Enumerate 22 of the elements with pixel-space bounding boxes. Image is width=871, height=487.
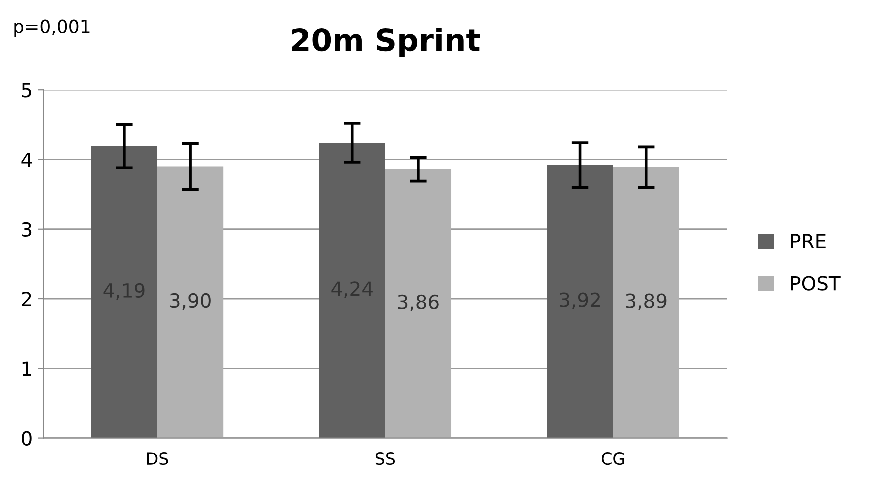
data-label: 3,90 (170, 293, 211, 310)
x-tick-label: CG (602, 452, 624, 466)
data-label: 3,86 (398, 294, 439, 312)
bar (319, 143, 386, 438)
x-tick-label: SS (376, 452, 396, 466)
data-label: 3,89 (626, 294, 667, 310)
y-tick-label: 3 (22, 222, 32, 238)
bar (547, 165, 614, 438)
y-tick-label: 4 (22, 152, 32, 168)
chart-title: 20m Sprint (292, 28, 480, 58)
bar (91, 146, 158, 438)
y-tick-label: 1 (22, 362, 32, 376)
y-tick-label: 2 (22, 292, 32, 306)
bar (385, 169, 452, 438)
bar (158, 166, 224, 438)
text: p=0,001 (14, 20, 90, 37)
legend-label: POST (791, 276, 841, 291)
x-tick-label: DS (147, 452, 168, 466)
bar (613, 167, 680, 438)
y-tick-label: 0 (22, 431, 32, 446)
legend-label: PRE (791, 234, 826, 248)
y-tick-label: 5 (22, 83, 32, 98)
